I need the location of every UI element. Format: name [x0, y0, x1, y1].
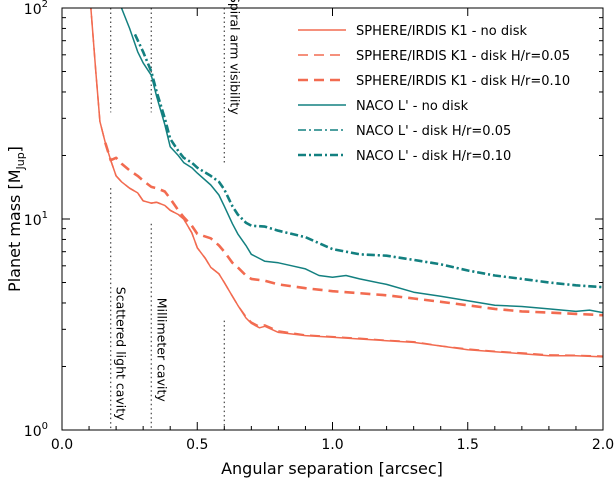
legend-label-3: NACO L' - no disk [356, 99, 469, 114]
series-line-5 [133, 33, 603, 289]
y-tick-label-2: 102 [24, 0, 48, 18]
y-axis-label-sub: Jup [14, 152, 27, 170]
series-line-1 [90, 8, 603, 357]
x-tick-label-1: 0.5 [186, 437, 208, 453]
y-axis-label: Planet mass [MJup] [5, 146, 27, 292]
x-tick-label-3: 1.5 [457, 437, 479, 453]
legend-label-4: NACO L' - disk H/r=0.05 [356, 124, 511, 139]
y-axis-label-close: ] [5, 146, 24, 152]
x-tick-label-2: 1.0 [321, 437, 343, 453]
x-tick-label-0: 0.0 [51, 437, 73, 453]
series-lines [90, 8, 603, 358]
vline-label-2: Spiral arm visibility [227, 0, 242, 115]
y-tick-label-1: 101 [24, 210, 48, 229]
legend-label-1: SPHERE/IRDIS K1 - disk H/r=0.05 [356, 49, 570, 64]
legend-label-2: SPHERE/IRDIS K1 - disk H/r=0.10 [356, 74, 570, 89]
legend-label-0: SPHERE/IRDIS K1 - no disk [356, 24, 528, 39]
legend-label-5: NACO L' - disk H/r=0.10 [356, 149, 511, 164]
y-tick-label-0: 100 [24, 421, 48, 440]
x-tick-label-4: 2.0 [592, 437, 614, 453]
series-line-2 [104, 142, 603, 317]
axis-ticks: 0.0 0.5 1.0 1.5 2.0 100 101 102 [24, 0, 614, 453]
plot-background [62, 8, 603, 430]
series-line-3 [120, 8, 603, 314]
vline-label-0: Scattered light cavity [114, 287, 129, 421]
legend: SPHERE/IRDIS K1 - no disk SPHERE/IRDIS K1… [298, 24, 570, 164]
vline-label-1: Millimeter cavity [154, 298, 169, 403]
x-axis-label: Angular separation [arcsec] [221, 459, 443, 478]
y-axis-label-main: Planet mass [M [5, 170, 24, 292]
vline-annotations: Scattered light cavity Millimeter cavity S… [110, 0, 242, 430]
